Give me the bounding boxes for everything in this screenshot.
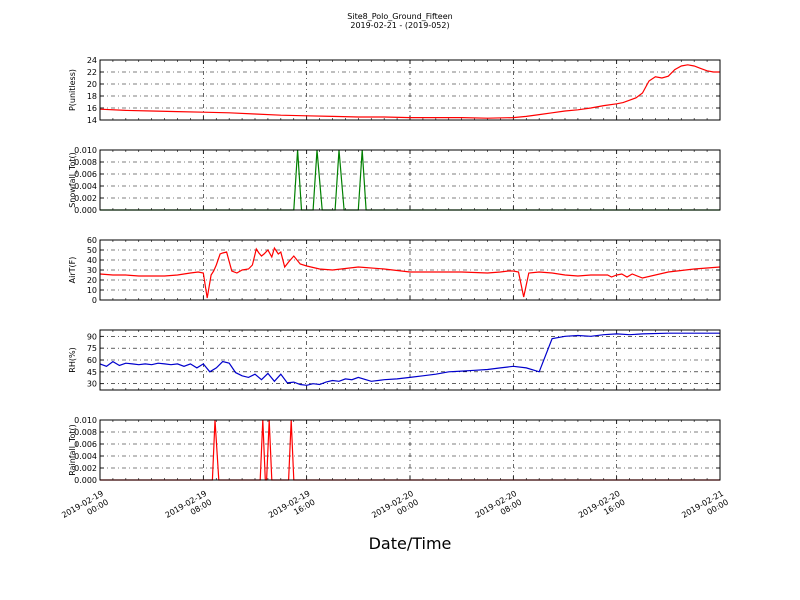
y-tick-label: 22 [87,68,97,77]
series-line-3 [99,246,721,299]
y-axis-label: Snowfall_Tot() [68,152,77,208]
subplot-1: 14 16 18 20 22 24 P(unitless) [68,56,721,125]
axes-frame [99,239,721,301]
y-tick-label: 0.000 [74,476,97,485]
y-axis-label: P(unitless) [68,69,77,111]
subplot-2: 0.000 0.002 0.004 0.006 0.008 0.010Snowfall_T… [68,146,721,215]
y-tick-label: 30 [87,380,97,389]
y-tick-label: 20 [87,276,97,285]
y-tick-label: 0.002 [74,194,97,203]
y-tick-label: 60 [87,236,97,245]
y-tick-label: 0.008 [74,428,97,437]
x-axis-label: Date/Time [368,534,452,553]
y-tick-label: 20 [87,80,97,89]
axes-frame [99,329,721,391]
y-tick-label: 75 [87,344,97,353]
y-tick-label: 16 [87,104,97,113]
y-tick-label: 18 [87,92,97,101]
y-tick-label: 0.008 [74,158,97,167]
y-tick-label: 60 [87,356,97,365]
y-tick-label: 0.002 [74,464,97,473]
subplot-5: 0.000 0.002 0.004 0.006 0.008 0.010Rainfall_T… [68,416,721,485]
y-tick-label: 24 [87,56,97,65]
y-tick-label: 0.004 [74,182,97,191]
chart-title: Site8_Polo_Ground_Fifteen [347,12,453,21]
chart-subtitle: 2019-02-21 - (2019-052) [350,21,450,30]
subplot-4: 30 45 60 75 90 RH(%) [68,329,721,391]
y-tick-label: 50 [87,246,97,255]
y-tick-label: 0.000 [74,206,97,215]
y-tick-label: 0.004 [74,452,97,461]
y-tick-label: 30 [87,266,97,275]
y-tick-label: 90 [87,332,97,341]
series-line-1 [99,64,720,119]
series-line-4 [99,332,720,386]
y-tick-label: 0.006 [74,440,97,449]
y-tick-label: 0.006 [74,170,97,179]
y-tick-label: 0.010 [74,416,97,425]
y-tick-label: 0.010 [74,146,97,155]
y-tick-label: 14 [87,116,97,125]
y-tick-label: 40 [87,256,97,265]
y-axis-label: Rainfall_Tot() [68,424,77,476]
y-tick-label: 0 [92,296,97,305]
axes-frame [99,149,721,211]
axes-frame [99,59,721,121]
y-tick-label: 10 [87,286,97,295]
y-axis-label: RH(%) [68,347,77,372]
y-tick-label: 45 [87,368,97,377]
axes-frame [99,419,721,481]
y-axis-label: AirT(F) [68,257,77,284]
